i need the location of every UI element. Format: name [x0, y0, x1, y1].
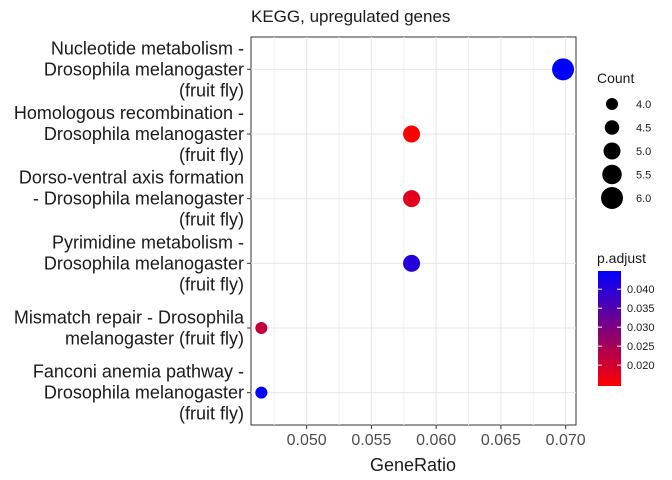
count-legend-key	[606, 98, 618, 110]
data-point	[403, 254, 421, 272]
p-adjust-legend-label: 0.040	[627, 284, 655, 296]
p-adjust-legend-title: p.adjust	[597, 250, 646, 266]
count-legend-label: 5.0	[636, 146, 651, 158]
p-adjust-colorbar	[598, 271, 621, 386]
data-point	[403, 125, 421, 143]
x-tick-label: 0.050	[287, 432, 327, 449]
y-tick-label: Nucleotide metabolism -Drosophila melano…	[44, 38, 244, 100]
p-adjust-legend-label: 0.035	[627, 303, 655, 315]
count-legend-title: Count	[597, 70, 634, 86]
y-tick-label: Fanconi anemia pathway -Drosophila melan…	[33, 362, 244, 424]
x-tick-label: 0.065	[481, 432, 521, 449]
data-point	[552, 58, 575, 81]
x-tick-label: 0.070	[546, 432, 586, 449]
count-legend-label: 4.5	[636, 123, 651, 135]
count-legend-key	[603, 142, 621, 160]
data-point	[403, 190, 421, 208]
x-tick-label: 0.060	[416, 432, 456, 449]
count-legend-key	[602, 164, 622, 185]
data-point	[255, 322, 268, 334]
data-point	[255, 386, 268, 399]
count-legend: Count 4.0 4.5 5.0 5.5 6.0	[597, 70, 651, 209]
count-legend-key	[604, 120, 620, 135]
x-axis-title: GeneRatio	[370, 455, 456, 475]
x-axis: 0.050 0.055 0.060 0.065 0.070	[287, 425, 586, 449]
chart-title: KEGG, upregulated genes	[251, 7, 450, 26]
y-tick-label: Pyrimidine metabolism -Drosophila melano…	[44, 232, 244, 294]
count-legend-key	[601, 187, 623, 209]
p-adjust-legend-label: 0.030	[627, 322, 655, 334]
plot-panel	[250, 36, 577, 426]
count-legend-label: 5.5	[636, 170, 651, 182]
y-tick-label: Mismatch repair - Drosophila melanogaster…	[14, 308, 245, 349]
count-legend-label: 4.0	[636, 99, 651, 111]
y-tick-label: Dorso-ventral axis formation - Drosophila…	[19, 168, 244, 230]
count-legend-label: 6.0	[636, 193, 651, 205]
p-adjust-legend-label: 0.025	[627, 341, 655, 353]
p-adjust-legend-label: 0.020	[627, 360, 655, 372]
data-points	[255, 58, 575, 399]
p-adjust-legend: p.adjust 0.020 0.025 0.030 0.035 0.040	[597, 250, 655, 386]
y-axis: Nucleotide metabolism -Drosophila melano…	[14, 38, 251, 424]
x-tick-label: 0.055	[351, 432, 391, 449]
y-tick-label: Homologous recombination -Drosophila mel…	[14, 103, 244, 165]
